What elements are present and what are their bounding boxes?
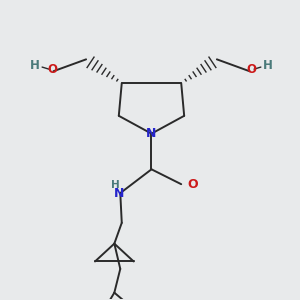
Text: O: O (187, 178, 198, 191)
Text: O: O (246, 63, 256, 76)
Text: N: N (114, 187, 124, 200)
Text: H: H (30, 59, 40, 72)
Text: N: N (146, 127, 157, 140)
Text: O: O (47, 63, 57, 76)
Text: H: H (263, 59, 273, 72)
Text: H: H (111, 180, 119, 190)
